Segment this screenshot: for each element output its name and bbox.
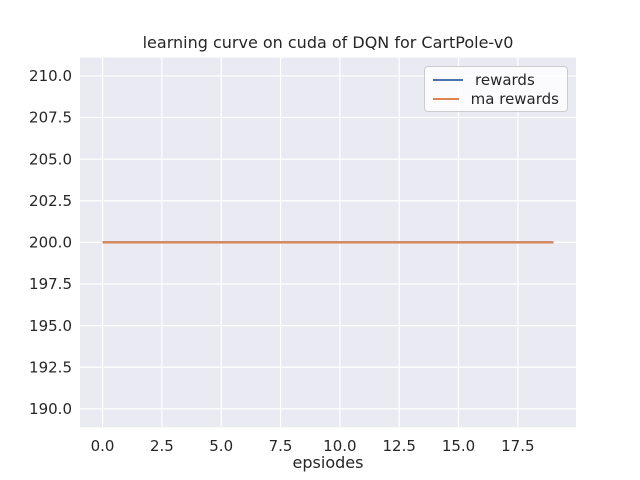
y-tick-label: 192.5: [29, 358, 72, 376]
legend-item-ma-rewards: ma rewards: [433, 90, 559, 108]
y-tick-label: 190.0: [29, 400, 72, 418]
x-tick-label: 2.5: [150, 437, 174, 455]
x-tick-label: 7.5: [269, 437, 293, 455]
legend-label-rewards: rewards: [475, 70, 535, 89]
x-tick-label: 17.5: [501, 437, 534, 455]
x-tick-label: 5.0: [209, 437, 233, 455]
chart-title: learning curve on cuda of DQN for CartPo…: [142, 33, 514, 52]
y-tick-label: 207.5: [29, 109, 72, 127]
rewards-line-swatch: [433, 78, 463, 81]
y-tick-label: 200.0: [29, 234, 72, 252]
x-tick-label: 15.0: [442, 437, 475, 455]
legend: rewards ma rewards: [424, 66, 568, 112]
x-tick-label: 0.0: [91, 437, 115, 455]
y-tick-label: 197.5: [29, 275, 72, 293]
y-tick-label: 210.0: [29, 67, 72, 85]
ma-rewards-line-swatch: [433, 97, 459, 100]
y-tick-label: 205.0: [29, 150, 72, 168]
y-tick-label: 202.5: [29, 192, 72, 210]
legend-item-rewards: rewards: [433, 71, 559, 89]
y-tick-label: 195.0: [29, 317, 72, 335]
x-axis-label: epsiodes: [292, 453, 364, 472]
x-tick-label: 10.0: [323, 437, 356, 455]
x-tick-label: 12.5: [382, 437, 415, 455]
legend-label-ma-rewards: ma rewards: [470, 89, 559, 108]
